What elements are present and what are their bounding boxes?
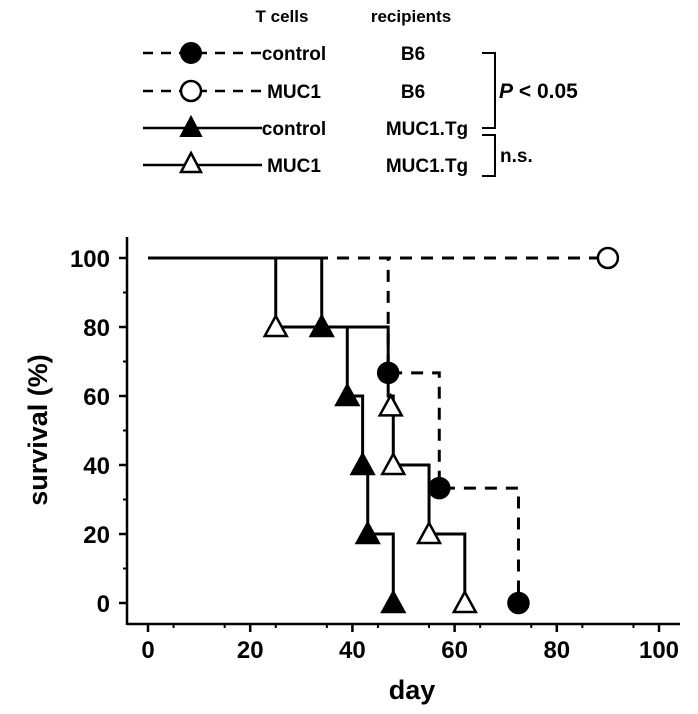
p-value-label: P < 0.05	[499, 80, 578, 103]
x-tick-label: 40	[339, 637, 366, 664]
x-tick-label: 0	[141, 637, 154, 664]
p-threshold: < 0.05	[513, 80, 578, 103]
x-tick-label: 60	[441, 637, 468, 664]
y-tick-label: 20	[83, 522, 110, 549]
legend-tcells-3: control	[262, 119, 326, 140]
legend-tcells-2: MUC1	[267, 82, 321, 103]
y-tick-label: 60	[83, 384, 110, 411]
x-tick-label: 80	[543, 637, 570, 664]
y-axis-label: survival (%)	[23, 354, 53, 506]
plot-area	[148, 246, 620, 615]
legend-header-tcells: T cells	[256, 7, 309, 26]
data-point-control-b6	[507, 591, 530, 615]
data-point-control-muc1-tg	[334, 382, 361, 407]
ns-label: n.s.	[500, 146, 533, 167]
x-tick-label: 100	[639, 637, 679, 664]
y-tick-label: 100	[70, 246, 110, 273]
y-tick-label: 80	[83, 315, 110, 342]
bracket-b6-vs-tg	[482, 52, 496, 129]
data-point-control-b6	[428, 476, 451, 500]
series-line-control-b6	[148, 256, 520, 603]
legend-marker-open-triangle	[178, 150, 204, 174]
legend-header-recipients: recipients	[371, 7, 451, 26]
y-tick-label: 0	[97, 591, 110, 618]
series-line-muc1-muc1-tg	[148, 256, 467, 603]
data-point-control-muc1-tg	[349, 451, 376, 476]
x-tick-label: 20	[237, 637, 264, 664]
data-point-control-muc1-tg	[308, 313, 335, 338]
data-point-control-muc1-tg	[380, 589, 407, 614]
legend: T cells recipients control B6 MUC1 B6 co…	[143, 7, 578, 177]
data-point-muc1-muc1-tg	[380, 451, 407, 476]
x-axis-label: day	[389, 675, 436, 705]
p-symbol: P	[499, 80, 514, 103]
data-point-muc1-muc1-tg	[451, 589, 478, 614]
data-point-muc1-muc1-tg	[415, 520, 443, 545]
y-tick-label: 40	[83, 453, 110, 480]
ticks: 0 20 40 60 80 100 0 20 40 60 80 100	[70, 246, 679, 664]
legend-tcells-1: control	[262, 44, 326, 65]
legend-marker-open-circle	[179, 79, 203, 103]
series-line-control-muc1-tg	[148, 256, 395, 603]
legend-marker-filled-circle	[180, 42, 202, 64]
bracket-tg	[482, 134, 496, 177]
legend-recipients-3: MUC1.Tg	[386, 119, 468, 140]
legend-recipients-1: B6	[401, 44, 425, 65]
legend-marker-filled-triangle	[179, 114, 203, 137]
axes	[125, 237, 680, 626]
legend-recipients-2: B6	[401, 82, 425, 103]
data-point-muc1-muc1-tg	[262, 313, 289, 338]
data-point-control-muc1-tg	[354, 520, 381, 545]
data-point-muc1-muc1-tg	[377, 392, 404, 417]
legend-recipients-4: MUC1.Tg	[386, 156, 468, 177]
legend-tcells-4: MUC1	[267, 156, 321, 177]
data-point-control-b6	[376, 361, 400, 385]
data-point-muc1-b6	[596, 246, 620, 270]
